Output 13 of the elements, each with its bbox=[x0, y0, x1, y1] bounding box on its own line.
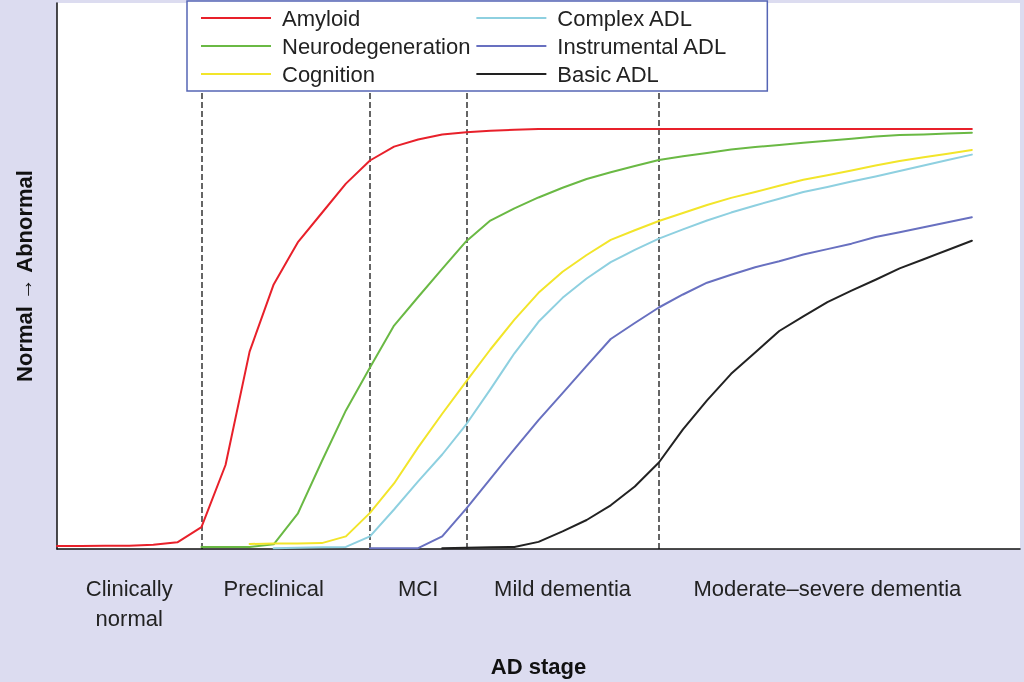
y-axis-title: Normal → Abnormal bbox=[11, 170, 37, 382]
legend-label: Amyloid bbox=[282, 5, 361, 31]
legend-label: Instrumental ADL bbox=[557, 33, 727, 59]
x-tick-label: MCI bbox=[397, 575, 439, 601]
x-tick-label: Clinically normal bbox=[85, 575, 173, 631]
x-axis-title: AD stage bbox=[490, 653, 587, 679]
x-tick-label: Preclinical bbox=[223, 575, 324, 601]
legend-label: Basic ADL bbox=[557, 61, 659, 87]
x-tick-label: Mild dementia bbox=[494, 575, 632, 601]
x-tick-label: Moderate–severe dementia bbox=[693, 575, 963, 601]
legend-label: Cognition bbox=[282, 61, 375, 87]
legend-label: Complex ADL bbox=[557, 5, 692, 31]
legend-label: Neurodegeneration bbox=[282, 33, 471, 59]
